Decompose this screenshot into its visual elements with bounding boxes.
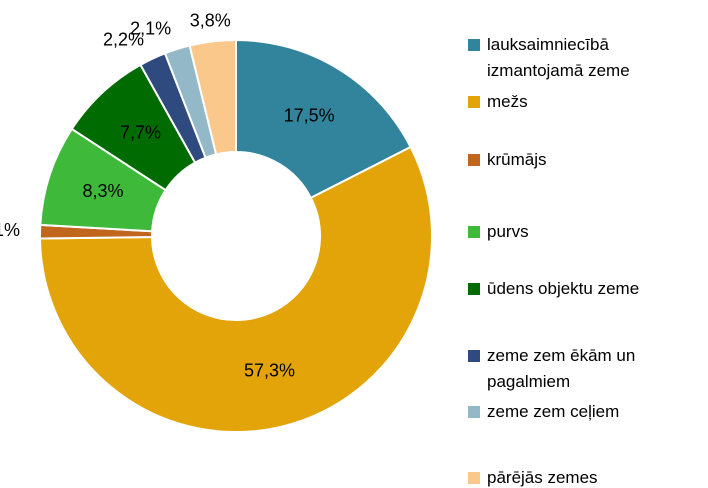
legend-swatch xyxy=(468,472,480,484)
data-label: 3,8% xyxy=(190,10,231,30)
legend-label: lauksaimniecībā izmantojamā zeme xyxy=(487,35,630,80)
data-label: 2,1% xyxy=(130,19,171,39)
slice xyxy=(188,38,237,156)
data-label: 8,3% xyxy=(82,181,123,201)
legend-swatch xyxy=(468,96,480,108)
slice xyxy=(39,145,433,433)
legend-label: zeme zem ceļiem xyxy=(487,402,620,421)
legend-label: ūdens objektu zeme xyxy=(487,279,640,298)
legend-swatch xyxy=(468,226,480,238)
data-label: 1,1% xyxy=(0,220,20,240)
legend-label: krūmājs xyxy=(487,150,547,169)
data-label: 2,2% xyxy=(103,29,144,49)
legend-swatch xyxy=(468,283,480,295)
legend-label: mežs xyxy=(487,92,528,111)
legend-swatch xyxy=(468,350,480,362)
legend-swatch xyxy=(468,39,480,51)
legend-swatch xyxy=(468,406,480,418)
data-label: 17,5% xyxy=(284,105,335,125)
data-label: 7,7% xyxy=(120,122,161,142)
data-label: 57,3% xyxy=(244,361,295,381)
slice xyxy=(235,38,412,200)
legend-label: purvs xyxy=(487,222,529,241)
legend-label: zeme zem ēkām un pagalmiem xyxy=(487,346,636,391)
legend-label: pārējās zemes xyxy=(487,468,598,487)
legend-swatch xyxy=(468,154,480,166)
